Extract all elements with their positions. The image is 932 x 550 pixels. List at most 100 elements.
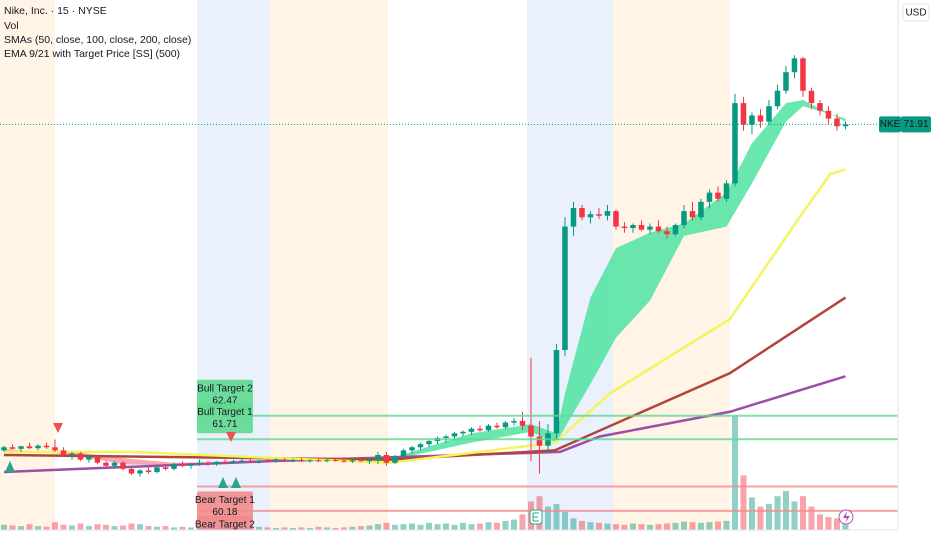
candle-body: [774, 90, 781, 107]
volume-bar: [60, 524, 67, 530]
candle-body: [519, 421, 526, 426]
volume-bar: [383, 522, 390, 530]
volume-bar: [366, 525, 373, 530]
candle-body: [324, 459, 330, 461]
ema-band: [802, 100, 846, 122]
volume-bar: [391, 524, 398, 530]
candle-body: [281, 459, 288, 461]
volume-bar: [153, 526, 160, 530]
volume-bar: [714, 521, 721, 530]
volume-bar: [323, 527, 330, 530]
volume-bar: [162, 526, 169, 530]
candle-body: [341, 460, 347, 462]
candle-body: [604, 211, 611, 216]
target-label-box: [196, 403, 253, 434]
candle-body: [375, 454, 381, 460]
candle-body: [630, 225, 636, 229]
volume-bar: [264, 527, 271, 530]
volume-bar: [638, 524, 645, 530]
volume-bar: [111, 526, 118, 530]
candle-body: [817, 103, 823, 111]
earnings-glyph: [532, 512, 539, 522]
volume-bar: [425, 522, 432, 530]
buy-signal: [5, 461, 15, 472]
candle-body: [358, 460, 364, 462]
candle-body: [664, 231, 670, 235]
candle-body: [681, 211, 687, 226]
volume-bar: [825, 517, 832, 530]
volume-bar: [272, 528, 279, 530]
candle-body: [417, 444, 424, 448]
volume-bar: [51, 522, 58, 530]
candle-body: [69, 453, 75, 455]
volume-bar: [774, 496, 781, 530]
volume-bar: [519, 514, 526, 530]
target-label: Bull Target 2: [197, 383, 253, 394]
candle-body: [196, 462, 203, 465]
candle-body: [672, 225, 679, 235]
volume-bar: [757, 506, 764, 530]
candle-body: [451, 433, 458, 437]
sell-signal: [226, 432, 236, 442]
candle-body: [579, 208, 585, 218]
candle-body: [740, 103, 747, 125]
ema-band: [726, 143, 752, 227]
volume-bar: [791, 501, 798, 530]
candle-body: [239, 460, 245, 462]
candle-body: [307, 460, 313, 462]
volume-bar: [561, 511, 568, 530]
candle-body: [443, 436, 449, 439]
time-axis: [0, 530, 932, 550]
target-value: 62.47: [212, 395, 237, 406]
symbol-label: NKE: [880, 119, 901, 130]
volume-bar: [26, 524, 33, 530]
volume-bar: [315, 526, 322, 530]
candle-body: [60, 450, 67, 455]
volume-bar: [408, 523, 415, 530]
candle-body: [213, 461, 220, 465]
volume-bar: [102, 524, 109, 530]
volume-bar: [706, 522, 713, 530]
volume-bar: [842, 520, 849, 530]
currency-box[interactable]: [902, 3, 930, 22]
candle-body: [366, 459, 373, 462]
volume-bar: [748, 497, 755, 530]
candle-body: [596, 214, 602, 216]
volume-bar: [808, 506, 815, 530]
axes: NKE 71.91: [879, 116, 931, 133]
candle-body: [698, 201, 704, 218]
volume-bar: [765, 504, 772, 530]
ema-band: [683, 192, 727, 236]
candle-body: [528, 425, 534, 437]
candle-body: [9, 447, 16, 449]
candle-body: [613, 211, 619, 227]
candle-body: [638, 225, 645, 230]
symbol-box: [879, 116, 901, 133]
volume-bar: [400, 524, 407, 530]
price-box: [901, 116, 931, 133]
candle-body: [426, 441, 432, 445]
buy-signal: [231, 477, 241, 488]
volume-bar: [680, 521, 687, 530]
candle-body: [791, 58, 798, 73]
candle-body: [1, 447, 7, 451]
candle-body: [715, 192, 721, 199]
volume-bar: [451, 524, 458, 530]
volume-bar: [731, 415, 738, 530]
volume-bar: [77, 523, 84, 530]
volume-bar: [655, 524, 662, 530]
sma-line: [3, 375, 846, 474]
candle-body: [689, 211, 696, 218]
candle-body: [264, 460, 271, 462]
candle-body: [111, 462, 118, 466]
candle-body: [145, 470, 152, 472]
volume-bar: [298, 527, 305, 530]
sell-signal: [53, 423, 63, 433]
candle-body: [205, 462, 211, 465]
volume-bar: [697, 522, 704, 530]
volume-bar: [0, 524, 7, 530]
volume-bar: [34, 526, 41, 530]
candle-body: [485, 425, 492, 431]
candle-body: [171, 464, 177, 469]
